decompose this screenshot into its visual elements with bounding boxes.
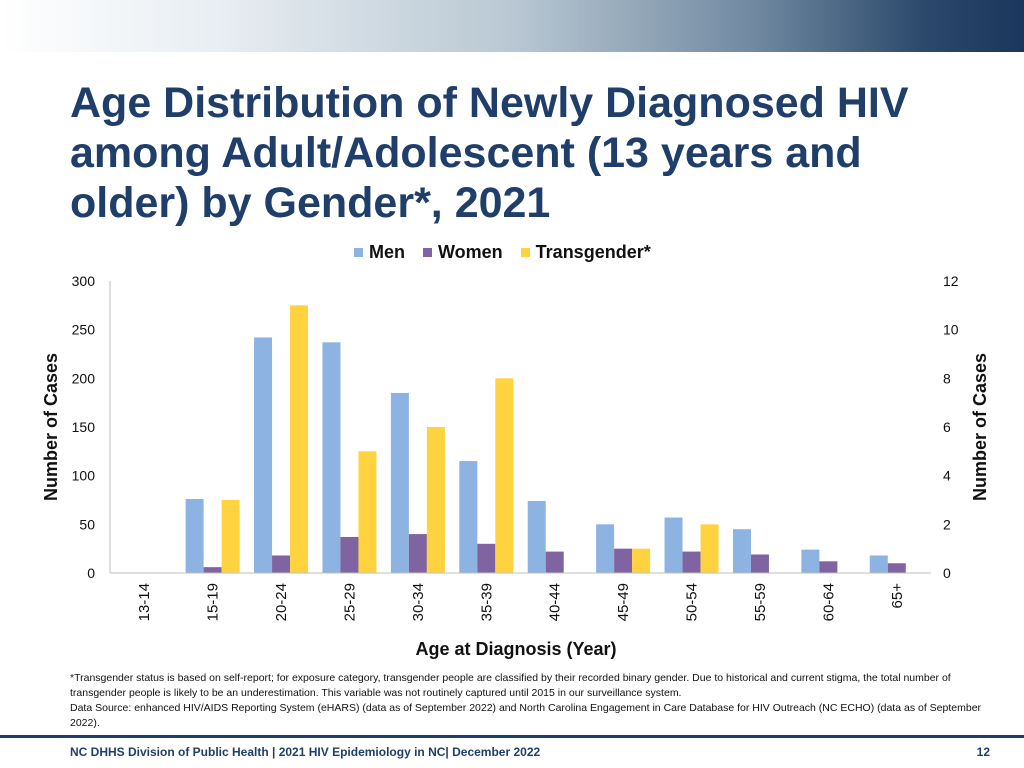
footnote-data-source: Data Source: enhanced HIV/AIDS Reporting… [70, 702, 982, 729]
x-tick-label: 40-44 [547, 583, 564, 621]
x-tick-label: 60-64 [820, 583, 837, 621]
bar-transgender-25-29 [358, 451, 377, 573]
legend-label-women: Women [438, 241, 503, 262]
bar-men-45-49 [596, 524, 615, 573]
bar-women-65+ [887, 563, 906, 573]
y-tick-label: 250 [72, 322, 96, 338]
bar-men-20-24 [254, 337, 273, 573]
legend-swatch-women [423, 247, 432, 257]
bar-men-65+ [869, 555, 888, 573]
bar-men-50-54 [664, 517, 683, 573]
y-axis-label: Number of Cases [41, 353, 61, 501]
x-tick-label: 65+ [889, 583, 906, 609]
x-tick-label: 45-49 [615, 583, 632, 621]
legend-label-men: Men [369, 241, 405, 262]
y-tick-label: 300 [72, 273, 96, 289]
page-number: 12 [976, 745, 990, 759]
footer-divider [0, 735, 1024, 738]
bar-women-40-44 [545, 551, 564, 573]
bar-men-25-29 [322, 342, 341, 573]
x-tick-label: 55-59 [752, 583, 769, 621]
y-tick-label: 200 [72, 370, 96, 386]
legend-item-men: Men [354, 242, 405, 263]
x-tick-label: 30-34 [410, 583, 427, 621]
x-axis-label: Age at Diagnosis (Year) [415, 639, 616, 659]
bar-transgender-50-54 [700, 524, 719, 573]
bar-transgender-35-39 [495, 378, 514, 573]
x-tick-label: 13-14 [136, 583, 153, 621]
bar-women-25-29 [340, 536, 359, 573]
bar-women-20-24 [272, 555, 291, 573]
y2-tick-labels: 0 2 4 6 8 10 12 [943, 273, 959, 581]
x-tick-label: 15-19 [205, 583, 222, 621]
bar-transgender-45-49 [632, 548, 651, 573]
page-title: Age Distribution of Newly Diagnosed HIV … [70, 79, 909, 227]
bar-women-35-39 [477, 543, 496, 573]
y-tick-label: 150 [72, 419, 96, 435]
bar-women-55-59 [750, 554, 769, 573]
x-tick-label: 35-39 [478, 583, 495, 621]
bar-transgender-30-34 [426, 427, 445, 573]
legend-label-transgender: Transgender* [535, 241, 651, 262]
bar-women-50-54 [682, 551, 701, 573]
footnote: *Transgender status is based on self-rep… [70, 671, 990, 731]
x-tick-label: 20-24 [273, 583, 290, 621]
y-tick-label: 0 [87, 565, 95, 581]
bar-men-35-39 [459, 461, 478, 573]
bar-women-15-19 [203, 567, 222, 573]
y-tick-label: 50 [79, 516, 95, 532]
bar-men-15-19 [185, 499, 204, 573]
bar-men-55-59 [732, 529, 751, 573]
y2-tick-label: 8 [943, 370, 951, 386]
footnote-transgender-note: *Transgender status is based on self-rep… [70, 672, 951, 699]
y2-tick-label: 0 [943, 565, 951, 581]
legend-swatch-men [354, 247, 363, 257]
bar-men-30-34 [390, 392, 409, 573]
y2-axis-label: Number of Cases [970, 353, 990, 501]
bar-women-30-34 [408, 534, 427, 573]
legend-item-women: Women [423, 242, 503, 263]
x-tick-labels: 13-14 15-19 20-24 25-29 30-34 35-39 40-44 45-49… [136, 583, 906, 622]
bar-men-60-64 [801, 549, 820, 573]
header-gradient-band [0, 0, 1024, 52]
footer-text: NC DHHS Division of Public Health | 2021… [70, 745, 541, 759]
bar-men-40-44 [527, 500, 546, 573]
bar-women-60-64 [819, 561, 838, 573]
y2-tick-label: 12 [943, 273, 959, 289]
y2-tick-label: 4 [943, 468, 951, 484]
x-tick-label: 25-29 [341, 583, 358, 621]
x-tick-label: 50-54 [684, 583, 701, 621]
y-tick-labels: 0 50 100 150 200 250 300 [72, 273, 96, 581]
bar-chart: 0 50 100 150 200 250 300 0 2 4 6 8 10 12 13-14 15-19 2… [41, 273, 990, 659]
y2-tick-label: 6 [943, 419, 951, 435]
chart-legend: Men Women Transgender* [354, 241, 651, 263]
legend-item-transgender: Transgender* [520, 241, 651, 263]
y2-tick-label: 2 [943, 516, 951, 532]
y-tick-label: 100 [72, 468, 96, 484]
y2-tick-label: 10 [943, 322, 959, 338]
bar-transgender-15-19 [221, 500, 240, 573]
bar-women-45-49 [614, 548, 633, 573]
legend-swatch-transgender [520, 247, 530, 257]
bar-transgender-20-24 [290, 305, 309, 573]
bars-layer [185, 305, 906, 573]
